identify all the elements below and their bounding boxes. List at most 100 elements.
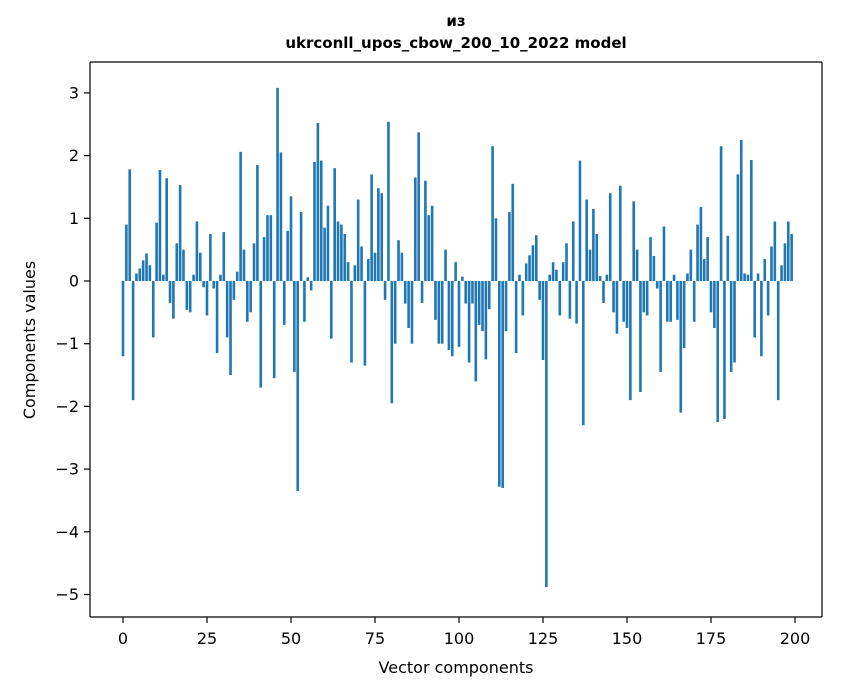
y-axis-label-text: Components values	[20, 260, 39, 420]
bar	[246, 281, 249, 322]
bar	[306, 277, 310, 281]
bar	[783, 243, 787, 281]
bar	[548, 274, 552, 281]
bar	[333, 168, 336, 281]
bar	[172, 281, 175, 319]
bar	[618, 185, 622, 281]
bar	[639, 281, 642, 392]
bar	[165, 178, 168, 281]
bar	[726, 235, 730, 281]
bar	[679, 281, 683, 413]
bar	[605, 274, 609, 281]
bar	[450, 281, 454, 357]
bar	[145, 253, 148, 281]
bar	[256, 165, 259, 281]
bar	[168, 281, 172, 303]
bar	[249, 281, 252, 313]
bar	[756, 273, 760, 281]
bar	[330, 281, 333, 339]
bar	[279, 152, 283, 281]
bar	[390, 281, 394, 404]
bar	[155, 222, 158, 281]
x-tick-label: 75	[365, 629, 385, 648]
bar	[303, 281, 306, 322]
bar	[642, 281, 646, 313]
bar	[296, 281, 300, 492]
bar	[682, 281, 686, 349]
bar	[511, 183, 515, 281]
bar	[353, 265, 357, 281]
bar	[766, 281, 770, 316]
bar	[323, 227, 326, 281]
bar	[676, 281, 679, 320]
bar	[541, 281, 545, 360]
bar	[753, 281, 756, 338]
bar	[229, 281, 232, 376]
bar	[484, 281, 488, 360]
bar	[555, 269, 558, 281]
bar	[625, 281, 629, 329]
bar	[558, 281, 562, 316]
bar	[575, 281, 578, 324]
bar	[289, 196, 293, 281]
bar	[299, 212, 303, 281]
bar	[185, 281, 189, 310]
bar	[148, 265, 152, 281]
bar	[746, 274, 750, 281]
bar	[309, 281, 313, 291]
bar	[403, 281, 407, 304]
chart-title: из ukrconll_upos_cbow_200_10_2022 model	[90, 10, 822, 54]
bar	[467, 281, 471, 363]
bar	[407, 281, 410, 329]
y-tick-label: −1	[55, 334, 79, 353]
bar	[521, 281, 525, 316]
bar	[662, 226, 666, 281]
bar	[669, 281, 672, 322]
bar	[346, 262, 350, 281]
bar	[588, 249, 592, 281]
bar	[360, 246, 363, 281]
bar	[760, 281, 763, 357]
bar	[276, 87, 279, 281]
bar	[383, 281, 387, 300]
x-tick-label: 125	[528, 629, 559, 648]
bar	[192, 274, 195, 281]
bar	[598, 275, 602, 281]
bar	[424, 180, 427, 281]
bar	[491, 146, 494, 281]
bar	[709, 281, 713, 313]
bar	[615, 281, 619, 334]
x-tick-label: 25	[197, 629, 217, 648]
bar	[464, 281, 468, 304]
bar	[363, 281, 367, 366]
bar	[212, 281, 216, 289]
bar	[326, 205, 330, 281]
y-tick-label: 1	[69, 209, 79, 228]
bar	[272, 281, 276, 379]
bar	[242, 249, 246, 281]
bar	[440, 281, 444, 344]
bar	[343, 233, 347, 281]
bar	[578, 160, 582, 281]
bar	[551, 262, 555, 281]
bar	[293, 281, 296, 372]
bar	[672, 274, 676, 281]
bar	[319, 160, 323, 281]
bar	[135, 273, 138, 281]
y-tick-label: −5	[55, 585, 79, 604]
bar	[417, 132, 420, 281]
bar	[699, 207, 703, 281]
bar	[592, 208, 595, 281]
bar	[219, 274, 222, 281]
x-tick-label: 175	[696, 629, 727, 648]
bar	[776, 281, 780, 401]
bar	[595, 233, 599, 281]
bar	[397, 240, 400, 282]
bar	[282, 281, 286, 325]
bar	[151, 281, 155, 338]
bar	[659, 281, 662, 372]
bar	[262, 237, 266, 281]
bar	[410, 281, 414, 344]
bar	[729, 281, 733, 372]
